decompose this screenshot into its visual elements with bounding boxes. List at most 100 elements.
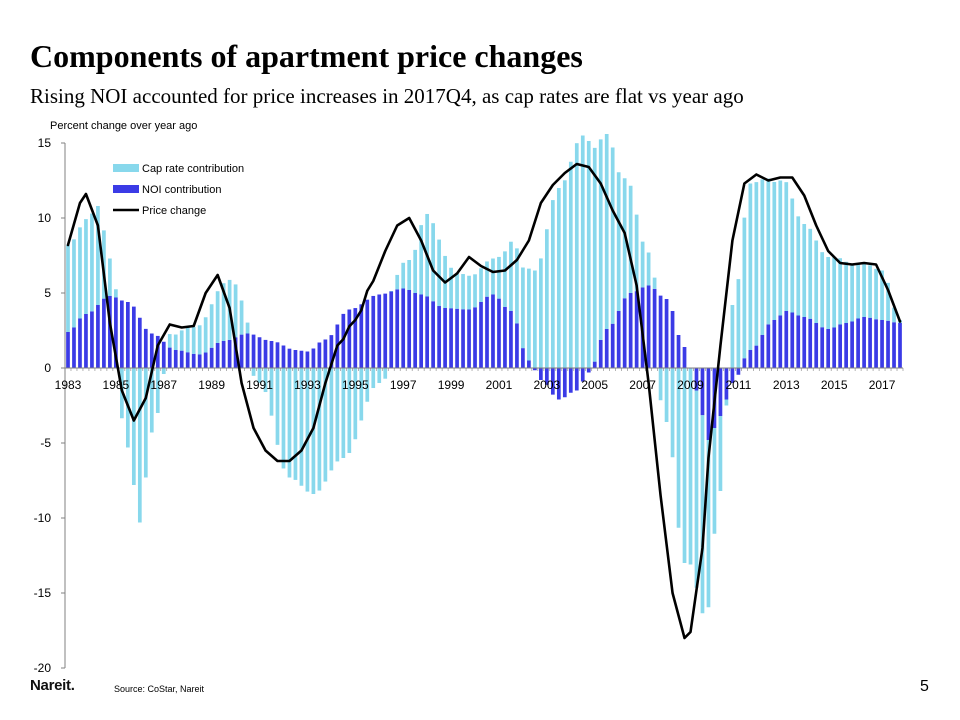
cap-rate-bar [527,268,531,361]
x-tick-label: 1999 [438,378,465,392]
noi-bar [329,335,334,368]
cap-rate-bar [778,180,783,316]
cap-rate-bar [257,368,262,383]
cap-rate-bar [167,334,172,348]
cap-rate-bar [580,135,585,368]
cap-rate-bar [574,143,579,368]
noi-bar [215,342,220,368]
noi-bar [305,351,310,368]
noi-bar [886,320,890,368]
cap-rate-bar [820,252,825,328]
noi-bar [748,350,753,368]
cap-rate-bar [137,368,142,523]
cap-rate-bar [401,262,406,289]
noi-bar [802,317,807,368]
cap-rate-bar [610,147,615,324]
noi-bar [790,312,795,368]
cap-rate-bar [479,268,483,302]
cap-rate-bar [389,290,394,292]
cap-rate-bar [664,368,669,422]
y-tick-label: 10 [38,211,52,225]
cap-rate-bar [760,179,765,335]
cap-rate-bar [72,239,76,328]
x-tick-label: 1987 [150,378,177,392]
noi-bar [766,324,771,368]
cap-rate-bar [784,182,789,311]
cap-rate-bar [305,368,310,492]
cap-rate-bar [544,229,549,368]
cap-rate-bar [808,228,813,319]
cap-rate-bar [114,289,118,298]
noi-bar [143,328,148,368]
cap-rate-bar [515,248,519,324]
legend-label: Price change [142,205,206,217]
y-tick-label: -10 [34,511,52,525]
noi-bar [892,322,896,368]
noi-bar [299,350,304,368]
noi-bar [431,301,435,368]
cap-rate-bar [694,390,699,588]
noi-bar [784,311,789,368]
cap-rate-bar [736,279,741,368]
cap-rate-bar [539,258,543,368]
cap-rate-bar [497,256,501,299]
cap-rate-bar [185,327,190,353]
noi-bar [173,350,178,368]
noi-bar [694,368,699,391]
cap-rate-bar [311,368,316,494]
noi-bar [395,289,400,368]
noi-bar [227,339,232,368]
cap-rate-bar [233,284,238,338]
x-tick-label: 2005 [581,378,608,392]
cap-rate-bar [131,368,136,485]
noi-bar [287,348,292,368]
noi-bar [317,342,322,368]
cap-rate-bar [90,213,94,312]
noi-bar [628,293,633,368]
noi-bar [808,318,813,368]
noi-bar [78,318,82,368]
noi-bar [455,308,459,368]
noi-bar [437,306,441,368]
noi-bar [646,285,651,368]
legend-label: NOI contribution [142,184,221,196]
noi-bar [670,311,675,368]
y-tick-label: -20 [34,661,52,675]
cap-rate-bar [197,325,202,355]
noi-bar [263,339,268,368]
noi-bar [515,323,519,368]
cap-rate-bar [748,183,753,350]
legend-swatch [113,185,139,193]
noi-bar [868,317,872,368]
y-tick-label: 5 [44,286,51,300]
cap-rate-bar [682,368,687,563]
noi-bar [467,309,471,368]
noi-bar [155,335,160,368]
noi-bar [281,345,286,368]
cap-rate-bar [670,368,675,458]
cap-rate-bar [556,188,561,368]
x-tick-label: 1997 [390,378,417,392]
noi-bar [856,318,860,368]
noi-bar [359,304,364,368]
cap-rate-bar [832,257,837,328]
noi-bar [622,298,627,368]
cap-rate-bar [467,275,471,310]
noi-bar [120,300,124,368]
noi-bar [419,294,424,368]
noi-bar [114,297,118,368]
noi-bar [479,302,483,368]
cap-rate-bar [598,139,603,340]
noi-bar [586,368,591,373]
cap-rate-bar [509,241,513,311]
cap-rate-bar [323,368,328,482]
noi-bar [682,347,687,368]
noi-bar [724,368,729,400]
x-tick-label: 1989 [198,378,225,392]
noi-bar [491,294,495,368]
noi-bar [102,298,106,368]
x-tick-label: 2015 [821,378,848,392]
x-tick-label: 2009 [677,378,704,392]
legend-swatch [113,164,139,172]
noi-bar [544,368,549,385]
